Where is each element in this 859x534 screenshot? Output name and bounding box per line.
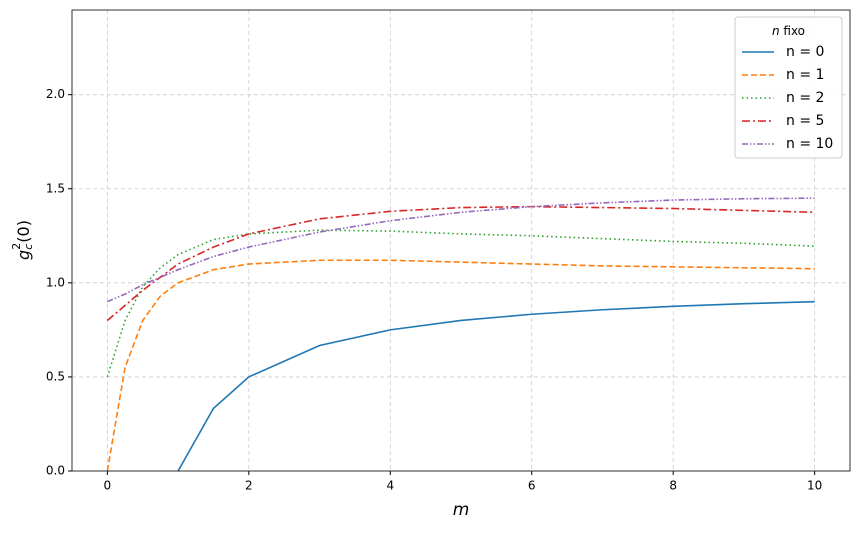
y-tick-label: 1.5: [46, 181, 65, 195]
y-label-base: g: [14, 250, 33, 260]
y-tick-label: 0.5: [46, 369, 65, 383]
series-line: [106, 205, 815, 322]
legend-title-text: fixo: [783, 24, 805, 38]
y-tick-label: 0.0: [46, 464, 65, 478]
y-label-rest: (0): [14, 220, 33, 243]
y-tick-label: 1.0: [46, 275, 65, 289]
series-line: [106, 229, 815, 378]
legend-label: n = 1: [786, 67, 824, 83]
x-tick-label: 10: [807, 479, 822, 493]
legend-title: n fixo: [772, 24, 805, 38]
x-tick-label: 2: [245, 479, 253, 493]
plot-frame: [71, 9, 851, 472]
legend-title-var: n: [772, 24, 780, 38]
y-axis-label: gc2(0): [10, 220, 35, 260]
y-tick-label: 2.0: [46, 87, 65, 101]
x-tick-label: 8: [669, 479, 677, 493]
y-label-sup: 2: [10, 243, 23, 250]
legend-label: n = 0: [786, 44, 824, 60]
legend-label: n = 10: [786, 136, 833, 152]
legend-label: n = 2: [786, 90, 824, 106]
x-axis-label: m: [453, 500, 470, 520]
legend-label: n = 5: [786, 113, 824, 129]
series-line: [107, 197, 815, 303]
x-tick-label: 0: [104, 479, 112, 493]
y-label-sub: c: [22, 244, 35, 250]
series-line: [106, 259, 815, 471]
x-tick-label: 4: [386, 479, 394, 493]
series-line: [177, 300, 815, 471]
x-tick-label: 6: [528, 479, 536, 493]
